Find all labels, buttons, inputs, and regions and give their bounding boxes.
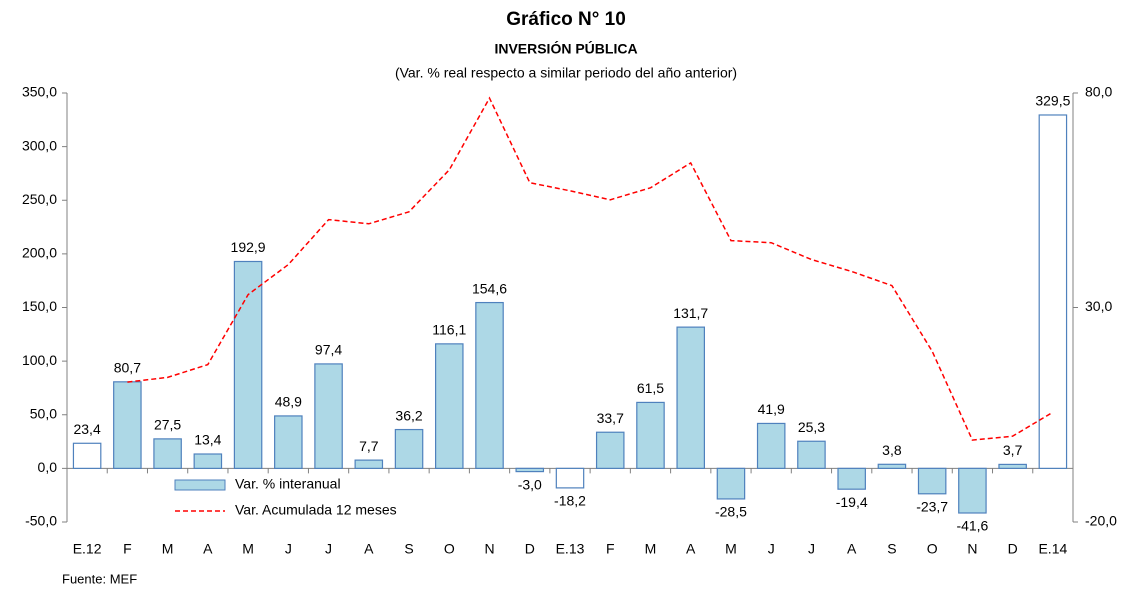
- x-tick-label: E.13: [556, 541, 585, 557]
- x-tick-label: F: [123, 541, 132, 557]
- bar: [233, 260, 263, 469]
- bar: [555, 467, 585, 489]
- bar: [354, 459, 384, 469]
- y2-tick-label: 80,0: [1085, 84, 1112, 100]
- chart-note: (Var. % real respecto a similar periodo …: [395, 65, 737, 81]
- value-label: -23,7: [916, 498, 948, 514]
- bar: [595, 431, 625, 469]
- x-tick-label: O: [444, 541, 455, 557]
- bar: [877, 463, 907, 469]
- y-tick-label: 300,0: [22, 137, 57, 153]
- value-label: 154,6: [472, 280, 507, 296]
- value-label: 41,9: [758, 401, 785, 417]
- bar: [274, 415, 303, 469]
- value-label: 192,9: [231, 239, 266, 255]
- x-tick-label: A: [203, 541, 213, 557]
- y-tick-label: 350,0: [22, 84, 57, 100]
- x-tick-label: J: [325, 541, 332, 557]
- x-tick-label: S: [887, 541, 896, 557]
- x-tick-label: M: [162, 541, 174, 557]
- value-label: 80,7: [114, 360, 141, 376]
- legend-label: Var. % interanual: [235, 476, 341, 492]
- x-tick-label: N: [967, 541, 977, 557]
- y-tick-label: 50,0: [30, 405, 57, 421]
- value-label: 7,7: [359, 438, 379, 454]
- value-label: 48,9: [275, 394, 302, 410]
- y-tick-label: 250,0: [22, 191, 57, 207]
- bar: [676, 326, 706, 469]
- line: [127, 96, 1054, 441]
- bar: [434, 343, 464, 469]
- value-label: 23,4: [73, 421, 100, 437]
- x-tick-label: S: [404, 541, 413, 557]
- value-label: 33,7: [597, 410, 624, 426]
- bar: [917, 467, 947, 495]
- x-tick-label: A: [847, 541, 857, 557]
- bar: [998, 463, 1027, 469]
- x-tick-label: A: [364, 541, 374, 557]
- x-tick-label: E.12: [73, 541, 102, 557]
- x-tick-label: D: [1008, 541, 1018, 557]
- value-label: 3,7: [1003, 442, 1023, 458]
- bar: [193, 453, 223, 469]
- y-tick-label: 0,0: [38, 459, 58, 475]
- bar: [314, 363, 343, 469]
- bar: [797, 440, 826, 469]
- value-label: 13,4: [194, 432, 221, 448]
- x-tick-label: M: [725, 541, 737, 557]
- y-tick-label: -50,0: [25, 513, 57, 529]
- x-tick-label: M: [645, 541, 657, 557]
- value-label: 3,8: [882, 442, 902, 458]
- value-label: 27,5: [154, 417, 181, 433]
- value-label: 25,3: [798, 419, 825, 435]
- value-label: 329,5: [1035, 93, 1070, 109]
- x-tick-label: O: [927, 541, 938, 557]
- bar: [475, 301, 504, 469]
- bar: [756, 422, 786, 469]
- x-tick-label: D: [525, 541, 535, 557]
- value-label: -19,4: [836, 494, 868, 510]
- legend-label: Var. Acumulada 12 meses: [235, 502, 397, 518]
- x-tick-label: A: [686, 541, 696, 557]
- source: Fuente: MEF: [62, 571, 137, 586]
- bar: [1038, 114, 1068, 469]
- x-tick-label: J: [808, 541, 815, 557]
- x-tick-label: M: [242, 541, 254, 557]
- bar: [636, 401, 665, 469]
- value-label: 97,4: [315, 342, 342, 358]
- y2-tick-label: -20,0: [1085, 513, 1117, 529]
- chart-subtitle: INVERSIÓN PÚBLICA: [494, 40, 637, 57]
- legend-swatch: [174, 479, 226, 491]
- chart-title: Gráfico N° 10: [506, 9, 626, 30]
- bar: [515, 467, 545, 473]
- x-tick-label: E.14: [1038, 541, 1067, 557]
- bar: [716, 467, 746, 500]
- value-label: 131,7: [673, 305, 708, 321]
- value-label: 116,1: [432, 322, 466, 338]
- x-tick-label: F: [606, 541, 615, 557]
- bar: [72, 442, 102, 469]
- bar: [394, 428, 424, 469]
- y-tick-label: 100,0: [22, 352, 57, 368]
- bar: [113, 381, 142, 469]
- x-tick-label: N: [484, 541, 494, 557]
- value-label: 36,2: [395, 407, 422, 423]
- x-tick-label: J: [768, 541, 775, 557]
- bar: [958, 467, 987, 514]
- value-label: -18,2: [554, 493, 586, 509]
- value-label: 61,5: [637, 380, 664, 396]
- value-label: -41,6: [956, 518, 988, 534]
- bar: [837, 467, 866, 490]
- value-label: -28,5: [715, 504, 747, 520]
- bar: [153, 438, 182, 469]
- y-tick-label: 200,0: [22, 245, 57, 261]
- y-tick-label: 150,0: [22, 298, 57, 314]
- value-label: -3,0: [518, 476, 542, 492]
- y2-tick-label: 30,0: [1085, 298, 1112, 314]
- x-tick-label: J: [285, 541, 292, 557]
